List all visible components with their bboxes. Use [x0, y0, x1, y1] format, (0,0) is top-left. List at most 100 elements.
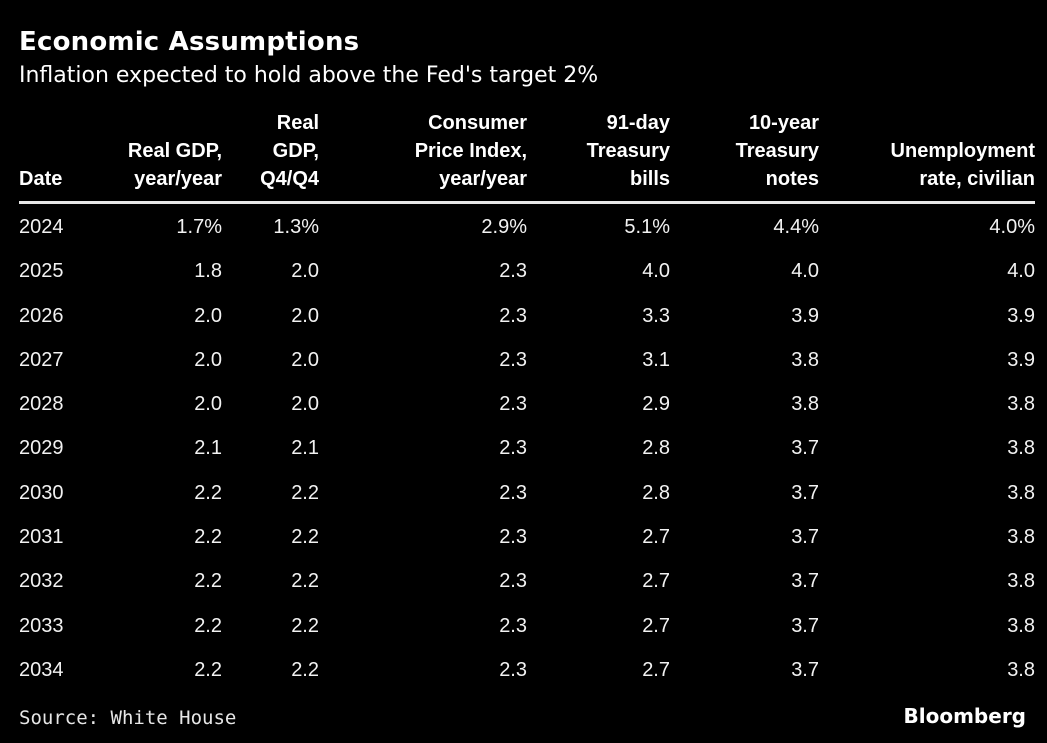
header-real-gdp-q4: Real GDP, Q4/Q4 [260, 112, 319, 190]
row-year: 2030 [19, 481, 64, 504]
table-cell: 2.2 [194, 570, 222, 593]
table-cell: 2.1 [291, 437, 319, 460]
header-unemployment: Unemployment rate, civilian [890, 140, 1035, 190]
table-cell: 2.2 [291, 658, 319, 681]
table-cell: 2.2 [291, 526, 319, 549]
table-row: 2034 2.2 2.2 2.3 2.7 3.7 3.8 [19, 647, 1035, 691]
table-cell: 4.0% [989, 216, 1035, 238]
table-cell: 2.2 [194, 614, 222, 637]
bloomberg-logo: Bloomberg [903, 704, 1026, 728]
chart-title: Economic Assumptions [19, 27, 360, 57]
table-row: 2031 2.2 2.2 2.3 2.7 3.7 3.8 [19, 514, 1035, 558]
table-cell: 2.8 [642, 481, 670, 504]
table-cell: 2.2 [291, 570, 319, 593]
row-year: 2031 [19, 526, 64, 549]
table-cell: 3.9 [1007, 348, 1035, 371]
row-year: 2027 [19, 348, 64, 371]
table-cell: 3.7 [791, 658, 819, 681]
table-header: Date Real GDP, year/year Real GDP, Q4/Q4… [19, 112, 1035, 195]
table-row: 2033 2.2 2.2 2.3 2.7 3.7 3.8 [19, 603, 1035, 647]
table-cell: 3.8 [791, 348, 819, 371]
table-cell: 3.7 [791, 614, 819, 637]
table-cell: 3.3 [642, 304, 670, 327]
table-body: 2024 1.7% 1.3% 2.9% 5.1% 4.4% 4.0% 2025 1.8 2.0 2.… [19, 204, 1035, 691]
header-treasury-notes: 10-year Treasury notes [735, 112, 819, 190]
table-cell: 2.7 [642, 614, 670, 637]
table-cell: 2.7 [642, 526, 670, 549]
row-year: 2029 [19, 437, 64, 460]
table-cell: 3.8 [1007, 526, 1035, 549]
table-row: 2029 2.1 2.1 2.3 2.8 3.7 3.8 [19, 425, 1035, 469]
table-cell: 2.2 [291, 614, 319, 637]
table-cell: 2.3 [499, 526, 527, 549]
table-cell: 5.1% [624, 216, 670, 238]
table-cell: 2.3 [499, 348, 527, 371]
row-year: 2032 [19, 570, 64, 593]
table-cell: 4.0 [642, 260, 670, 283]
table-cell: 2.7 [642, 570, 670, 593]
table-row: 2024 1.7% 1.3% 2.9% 5.1% 4.4% 4.0% [19, 204, 1035, 248]
table-cell: 4.0 [791, 260, 819, 283]
table-cell: 2.9 [642, 393, 670, 416]
table-row: 2027 2.0 2.0 2.3 3.1 3.8 3.9 [19, 337, 1035, 381]
row-year: 2024 [19, 216, 64, 238]
table-cell: 3.8 [1007, 481, 1035, 504]
table-cell: 2.3 [499, 658, 527, 681]
table-row: 2030 2.2 2.2 2.3 2.8 3.7 3.8 [19, 470, 1035, 514]
header-cpi: Consumer Price Index, year/year [414, 112, 527, 190]
header-divider [19, 201, 1035, 204]
table-cell: 3.8 [1007, 437, 1035, 460]
table-cell: 2.3 [499, 304, 527, 327]
table-cell: 3.8 [1007, 614, 1035, 637]
table-cell: 3.8 [1007, 393, 1035, 416]
row-year: 2025 [19, 260, 64, 283]
table-cell: 4.4% [773, 216, 819, 238]
table-cell: 2.2 [194, 481, 222, 504]
table-cell: 1.3% [273, 216, 319, 238]
table-cell: 2.0 [291, 304, 319, 327]
table-cell: 3.7 [791, 570, 819, 593]
table-cell: 2.0 [291, 393, 319, 416]
row-year: 2026 [19, 304, 64, 327]
table-cell: 2.7 [642, 658, 670, 681]
table-cell: 2.3 [499, 393, 527, 416]
table-cell: 1.8 [194, 260, 222, 283]
assumptions-table: Date Real GDP, year/year Real GDP, Q4/Q4… [19, 112, 1035, 195]
table-cell: 3.1 [642, 348, 670, 371]
table-cell: 1.7% [176, 216, 222, 238]
table-cell: 2.3 [499, 260, 527, 283]
table-row: 2032 2.2 2.2 2.3 2.7 3.7 3.8 [19, 558, 1035, 602]
table-cell: 2.0 [194, 348, 222, 371]
table-cell: 4.0 [1007, 260, 1035, 283]
table-cell: 2.2 [194, 658, 222, 681]
table-cell: 2.3 [499, 614, 527, 637]
table-cell: 3.8 [1007, 658, 1035, 681]
table-cell: 2.3 [499, 481, 527, 504]
table-cell: 3.9 [1007, 304, 1035, 327]
table-cell: 2.8 [642, 437, 670, 460]
row-year: 2034 [19, 658, 64, 681]
table-cell: 2.2 [291, 481, 319, 504]
table-cell: 2.0 [291, 348, 319, 371]
table-cell: 3.8 [1007, 570, 1035, 593]
table-cell: 2.0 [194, 393, 222, 416]
table-cell: 2.2 [194, 526, 222, 549]
header-real-gdp-yoy: Real GDP, year/year [127, 140, 222, 190]
table-cell: 2.0 [194, 304, 222, 327]
source-note: Source: White House [19, 707, 237, 729]
table-cell: 3.7 [791, 526, 819, 549]
table-cell: 2.0 [291, 260, 319, 283]
table-cell: 3.9 [791, 304, 819, 327]
table-cell: 3.7 [791, 481, 819, 504]
table-row: 2028 2.0 2.0 2.3 2.9 3.8 3.8 [19, 381, 1035, 425]
header-date: Date [19, 168, 63, 190]
table-cell: 2.9% [481, 216, 527, 238]
row-year: 2028 [19, 393, 64, 416]
chart-subtitle: Inflation expected to hold above the Fed… [19, 63, 599, 88]
table-cell: 2.3 [499, 437, 527, 460]
table-row: 2025 1.8 2.0 2.3 4.0 4.0 4.0 [19, 248, 1035, 292]
table-cell: 2.3 [499, 570, 527, 593]
table-row: 2026 2.0 2.0 2.3 3.3 3.9 3.9 [19, 293, 1035, 337]
table-cell: 2.1 [194, 437, 222, 460]
table-cell: 3.8 [791, 393, 819, 416]
